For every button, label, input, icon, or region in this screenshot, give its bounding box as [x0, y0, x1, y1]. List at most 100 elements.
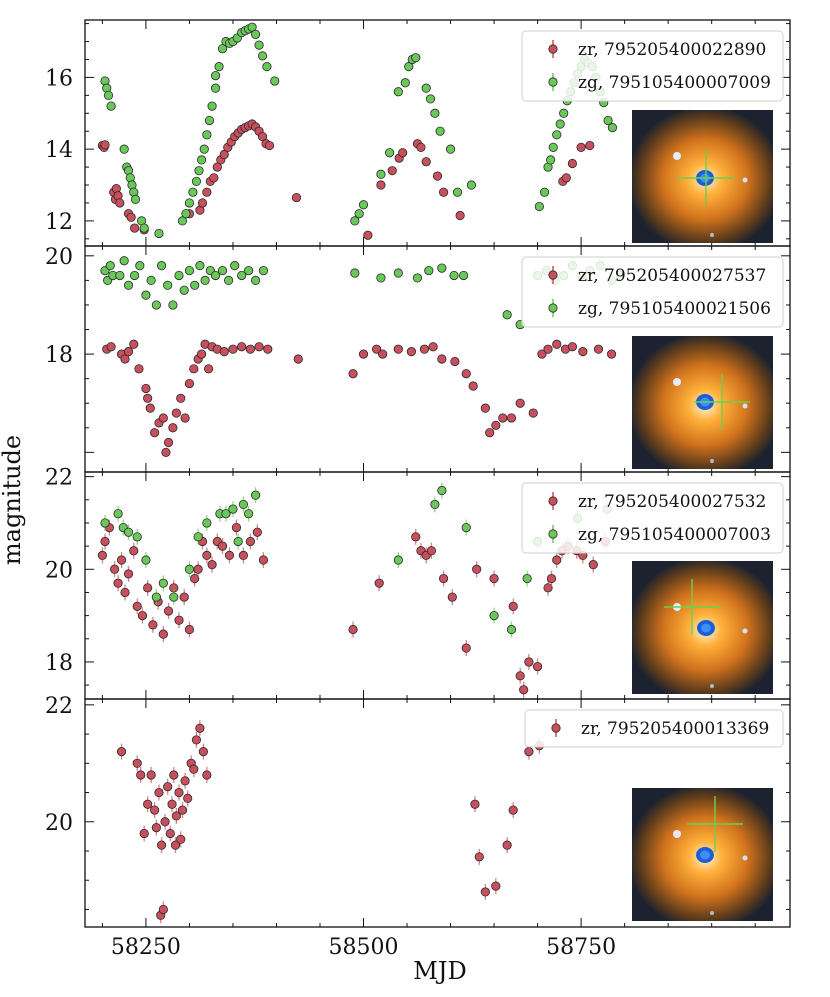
data-point	[151, 823, 161, 833]
data-point	[430, 108, 440, 118]
data-point	[231, 522, 242, 533]
data-point	[237, 270, 247, 281]
data-point	[200, 275, 210, 285]
data-point	[498, 413, 508, 423]
data-point	[432, 171, 443, 181]
data-point	[472, 564, 482, 574]
data-point	[193, 532, 203, 542]
data-point	[445, 144, 456, 154]
data-point	[130, 223, 140, 233]
data-point	[146, 275, 156, 285]
data-point	[502, 310, 512, 320]
data-point	[238, 550, 249, 560]
data-point	[449, 270, 459, 281]
data-point	[437, 485, 447, 496]
legend-marker	[548, 303, 558, 313]
data-point	[119, 256, 129, 266]
data-point	[106, 342, 116, 352]
data-point	[447, 592, 457, 602]
data-point	[113, 509, 123, 519]
data-point	[163, 606, 174, 616]
data-point	[100, 536, 110, 547]
data-point	[123, 527, 134, 537]
data-point	[217, 541, 228, 551]
data-point	[179, 285, 189, 295]
data-point	[480, 403, 490, 413]
y-tick-label: 20	[45, 245, 73, 270]
legend-box	[521, 30, 784, 102]
data-point	[136, 770, 146, 780]
data-point	[293, 354, 303, 364]
data-point	[217, 265, 228, 276]
data-point	[506, 413, 517, 423]
legend-box	[521, 482, 784, 554]
data-point	[543, 583, 553, 593]
data-point	[115, 198, 125, 208]
data-point	[348, 624, 358, 635]
data-point	[376, 273, 386, 283]
data-point	[416, 142, 426, 152]
data-point	[250, 490, 261, 500]
neighbor-star-icon	[673, 830, 681, 838]
data-point	[161, 447, 171, 457]
data-point	[123, 347, 134, 357]
data-point	[168, 300, 178, 310]
y-tick-label: 22	[45, 694, 73, 719]
data-point	[174, 270, 184, 281]
data-point	[524, 657, 534, 667]
data-point	[146, 770, 156, 780]
x-tick-label: 58500	[329, 935, 399, 960]
data-point	[120, 354, 130, 364]
data-point	[137, 611, 148, 621]
data-point	[184, 378, 195, 389]
data-point	[546, 573, 557, 584]
data-point	[485, 428, 495, 438]
data-point	[156, 840, 167, 850]
data-point	[103, 90, 114, 100]
data-point	[191, 176, 202, 187]
data-point	[450, 356, 460, 367]
data-point	[374, 578, 384, 588]
data-point	[132, 601, 142, 611]
data-point	[129, 546, 139, 556]
y-tick-label: 14	[45, 138, 73, 163]
data-point	[181, 209, 191, 219]
data-point	[567, 342, 578, 352]
legend-box	[521, 256, 784, 328]
data-point	[190, 280, 200, 290]
data-point	[143, 799, 153, 809]
data-point	[163, 782, 173, 792]
data-point	[237, 342, 247, 352]
neighbor-star-icon	[710, 684, 714, 688]
data-point	[169, 592, 179, 602]
data-point	[421, 83, 431, 93]
x-tick-label: 58250	[111, 935, 181, 960]
data-point	[438, 187, 449, 197]
data-point	[151, 592, 161, 602]
data-point	[515, 671, 525, 681]
data-point	[171, 408, 181, 418]
panel-1: 12 14 16 zr, 795205400022890 zg, 79510540000…	[45, 19, 791, 247]
data-point	[134, 364, 144, 374]
data-point	[245, 536, 255, 547]
data-point	[593, 344, 604, 354]
data-point	[170, 840, 181, 850]
data-point	[203, 364, 214, 374]
data-point	[254, 40, 264, 50]
data-point	[188, 187, 198, 197]
neighbor-star-icon	[710, 911, 714, 915]
data-point	[126, 212, 136, 222]
data-point	[207, 560, 217, 570]
data-point	[132, 758, 142, 768]
data-point	[184, 624, 195, 635]
data-point	[176, 834, 186, 844]
data-point	[576, 142, 586, 152]
data-point	[194, 166, 204, 176]
data-point	[224, 550, 235, 560]
neighbor-star-icon	[742, 177, 748, 183]
data-point	[158, 413, 168, 423]
data-point	[348, 369, 358, 379]
data-point	[552, 555, 562, 565]
legend-label: zr, 795205400013369	[581, 719, 769, 739]
data-point	[209, 173, 219, 183]
